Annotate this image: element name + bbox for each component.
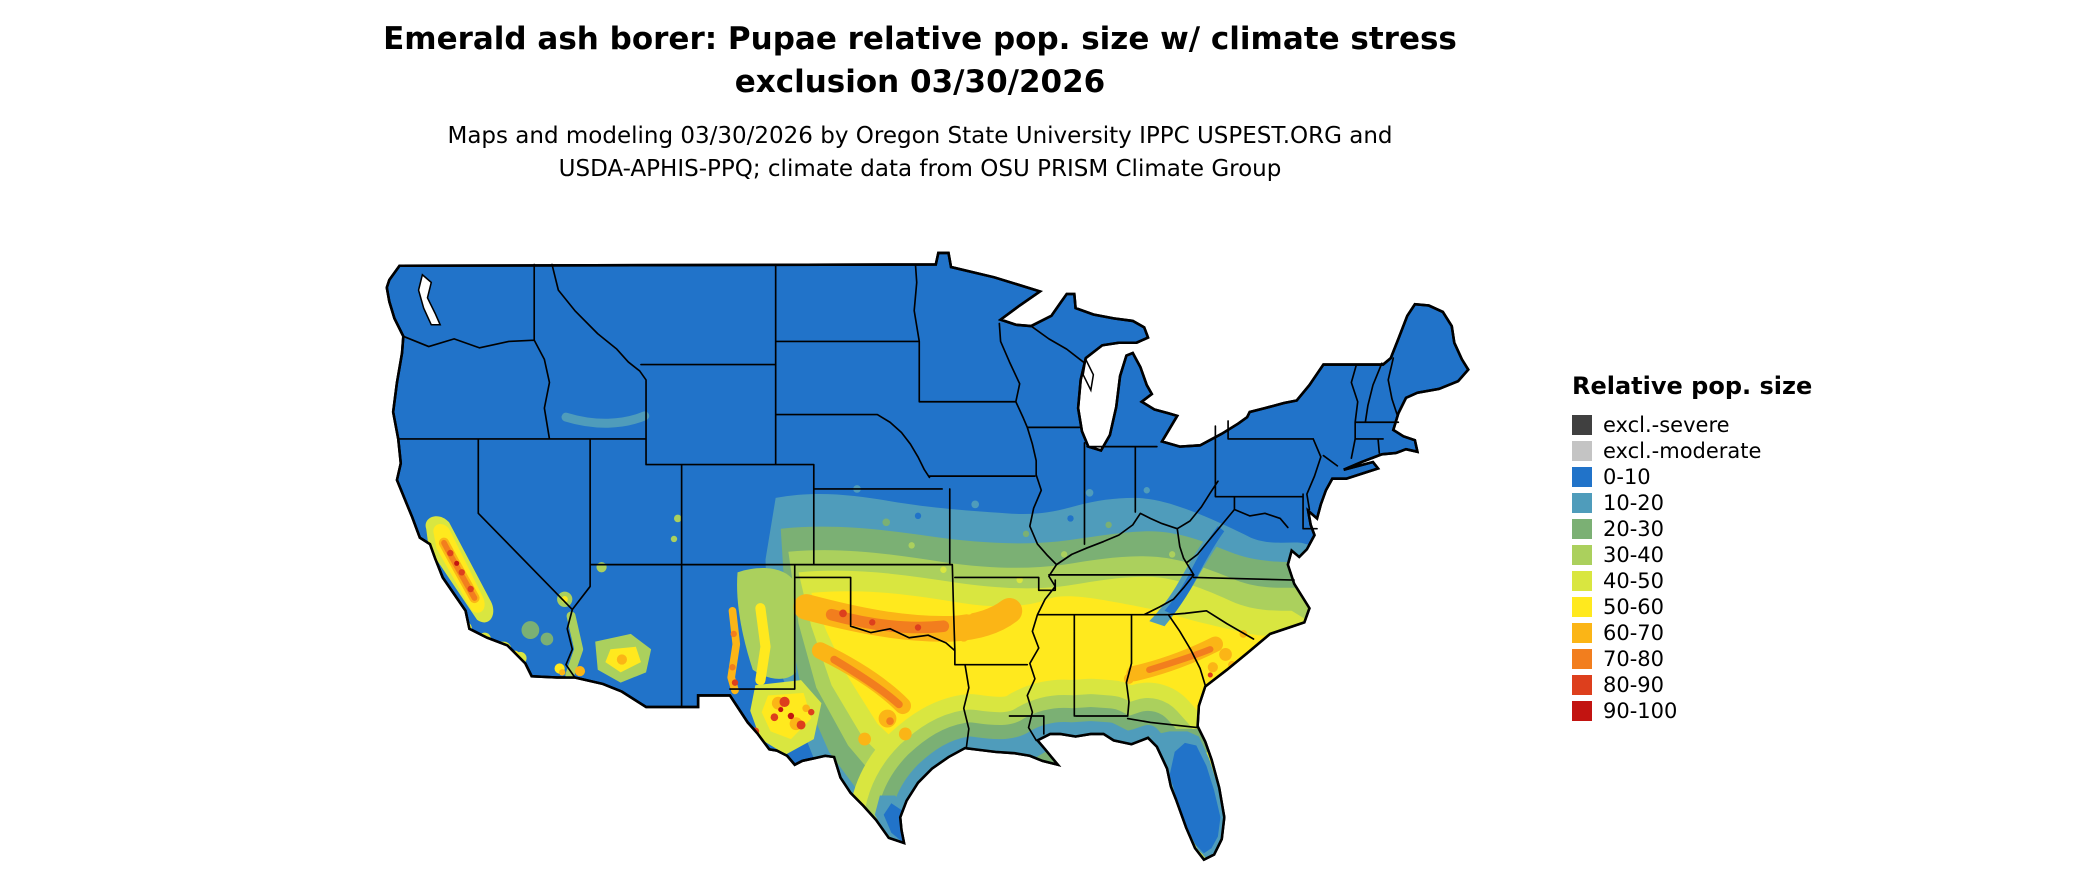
- legend-label: 80-90: [1603, 673, 1665, 697]
- legend-swatch: [1572, 675, 1592, 695]
- region-panhandle-80-90-spot: [914, 624, 922, 631]
- legend-item-b10: 10-20: [1572, 490, 1812, 516]
- legend-swatch: [1572, 571, 1592, 591]
- legend-swatch: [1572, 441, 1592, 461]
- state-borders: [397, 263, 1400, 749]
- legend-item-b30: 30-40: [1572, 542, 1812, 568]
- legend-item-b40: 40-50: [1572, 568, 1812, 594]
- region-central-valley-80-90-spot: [447, 549, 454, 557]
- region-mojave-20-30-spot: [521, 621, 540, 640]
- legend-item-b20: 20-30: [1572, 516, 1812, 542]
- map-subtitle-line1: Maps and modeling 03/30/2026 by Oregon S…: [447, 123, 1393, 149]
- region-georgia-coast-80-90-spot: [1207, 672, 1213, 678]
- region-panhandle-80-90-spot: [869, 619, 876, 626]
- region-california-coast-40-50-spot: [442, 603, 456, 616]
- region-central-valley-80-90-spot: [467, 585, 474, 593]
- region-central-valley-90-100-spot: [454, 560, 460, 566]
- title-block: Emerald ash borer: Pupae relative pop. s…: [170, 18, 1670, 186]
- puget-sound-water: [417, 273, 442, 326]
- region-texas-swath-70-80: [830, 655, 903, 709]
- legend-item-b60: 60-70: [1572, 620, 1812, 646]
- region-rio-grande-70-80-spot: [730, 630, 737, 638]
- map-subtitle-line2: USDA-APHIS-PPQ; climate data from OSU PR…: [558, 156, 1282, 182]
- region-central-valley-80-90-spot: [458, 569, 465, 576]
- region-california-coast-40-50-spot: [432, 583, 446, 597]
- region-trans-pecos-60-70-spot: [802, 704, 810, 713]
- legend: Relative pop. size excl.-severe excl.-mod…: [1572, 372, 1812, 724]
- region-hill-country-70-80-spot: [886, 717, 894, 725]
- region-yuma-60-70-spot: [574, 665, 586, 677]
- region-st-george-30-40-spot: [596, 562, 607, 573]
- legend-label: 70-80: [1603, 647, 1665, 671]
- region-mojave-20-30-spot: [540, 632, 554, 646]
- us-map: [385, 251, 1470, 861]
- legend-swatch: [1572, 701, 1592, 721]
- legend-rows: excl.-severe excl.-moderate 0-10 10-20 20-30…: [1572, 412, 1812, 724]
- legend-label: 20-30: [1603, 517, 1665, 541]
- region-west-texas-80-90-spot: [808, 708, 815, 716]
- region-west-colorado-30-40-spot: [670, 535, 678, 543]
- region-west-colorado-30-40-spot: [674, 514, 682, 523]
- region-carolina-coast-60-70-spot: [1207, 662, 1218, 673]
- region-west-texas-90-100-spot: [778, 707, 784, 713]
- legend-swatch: [1572, 493, 1592, 513]
- region-hill-country-60-70-spot: [858, 732, 871, 746]
- legend-item-sev: excl.-severe: [1572, 412, 1812, 438]
- region-rio-grande-80-90-spot: [731, 679, 739, 686]
- region-rio-grande-70-80-spot: [729, 664, 736, 671]
- region-imperial-valley-60-70-spot: [558, 669, 566, 676]
- legend-item-b90: 90-100: [1572, 698, 1812, 724]
- map-title-line2: exclusion 03/30/2026: [734, 64, 1106, 100]
- region-west-texas-80-90-spot: [779, 696, 790, 708]
- region-arkansas-60-70-spot: [958, 631, 969, 642]
- region-west-texas-90-100-spot: [787, 712, 795, 720]
- map-title-line1: Emerald ash borer: Pupae relative pop. s…: [383, 21, 1457, 57]
- region-colorado-river-30-40: [565, 611, 584, 680]
- legend-label: excl.-severe: [1603, 413, 1730, 437]
- legend-label: 60-70: [1603, 621, 1665, 645]
- legend-swatch: [1572, 597, 1592, 617]
- region-panhandle-80-90-spot: [839, 609, 847, 618]
- region-snake-plain-10-20: [561, 411, 650, 428]
- legend-swatch: [1572, 623, 1592, 643]
- band-edge-speckles: [853, 485, 1176, 615]
- region-west-texas-80-90-spot: [770, 713, 779, 722]
- legend-item-mod: excl.-moderate: [1572, 438, 1812, 464]
- legend-label: 50-60: [1603, 595, 1665, 619]
- us-map-container: [308, 226, 1528, 892]
- region-hill-country-60-70-spot: [898, 727, 912, 741]
- region-southeast-arc-70-80: [1146, 646, 1214, 674]
- region-phoenix-60-70-spot: [616, 654, 627, 665]
- legend-item-b0: 0-10: [1572, 464, 1812, 490]
- legend-item-b70: 70-80: [1572, 646, 1812, 672]
- legend-swatch: [1572, 649, 1592, 669]
- legend-swatch: [1572, 519, 1592, 539]
- region-oklahoma-swath-70-80: [825, 608, 950, 634]
- region-carolina-coast-60-70-spot: [1219, 648, 1232, 661]
- region-west-texas-80-90-spot: [796, 720, 806, 730]
- region-florida-0-10: [1169, 742, 1221, 854]
- subtitle-block: Maps and modeling 03/30/2026 by Oregon S…: [170, 120, 1670, 186]
- legend-item-b80: 80-90: [1572, 672, 1812, 698]
- legend-label: 90-100: [1603, 699, 1678, 723]
- legend-label: 0-10: [1603, 465, 1651, 489]
- legend-swatch: [1572, 415, 1592, 435]
- region-gulf-fade-10-20: [890, 721, 1183, 856]
- region-pecos-valley-50-60: [755, 603, 771, 686]
- legend-label: 30-40: [1603, 543, 1665, 567]
- legend-swatch: [1572, 545, 1592, 565]
- legend-label: excl.-moderate: [1603, 439, 1762, 463]
- legend-item-b50: 50-60: [1572, 594, 1812, 620]
- legend-label: 40-50: [1603, 569, 1665, 593]
- legend-swatch: [1572, 467, 1592, 487]
- legend-label: 10-20: [1603, 491, 1665, 515]
- legend-title: Relative pop. size: [1572, 372, 1813, 400]
